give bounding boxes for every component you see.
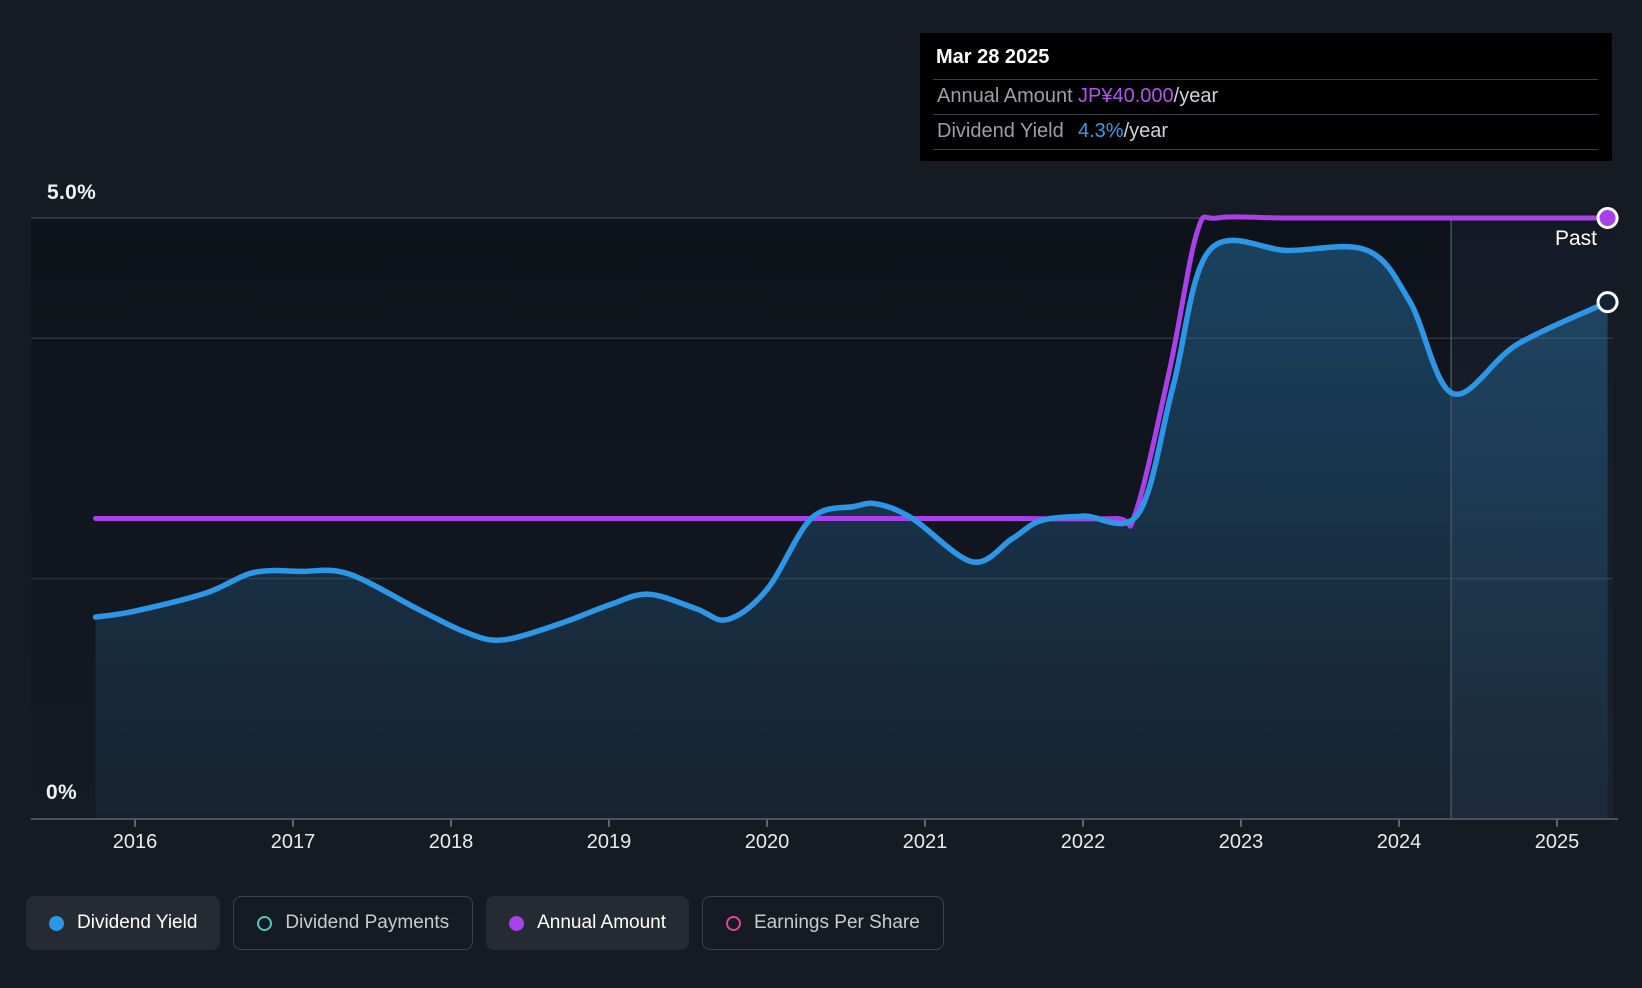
tooltip-row-value: JP¥40.000 [1078, 85, 1174, 107]
dividend-yield-area [95, 240, 1608, 819]
x-tick-label-2023: 2023 [1218, 831, 1264, 853]
x-tick-label-2022: 2022 [1060, 831, 1106, 853]
tooltip: Mar 28 2025 Annual Amount JP¥40.000/year… [920, 33, 1612, 161]
x-tick-label-2016: 2016 [112, 831, 158, 853]
tooltip-row-dividend-yield: Dividend Yield 4.3%/year [920, 115, 1612, 149]
annual-amount-line [93, 214, 1611, 529]
dividend-yield-end-marker[interactable] [1596, 291, 1619, 314]
x-tick-label-2019: 2019 [586, 831, 632, 853]
series-end-markers[interactable] [1596, 207, 1619, 314]
x-axis [31, 818, 1618, 827]
legend-item-dividend-payments[interactable]: Dividend Payments [233, 896, 474, 950]
tooltip-row-suffix: /year [1123, 120, 1169, 142]
past-year-region [1451, 218, 1613, 819]
earnings-per-share-swatch-icon [726, 915, 741, 931]
yield-area-fill [95, 240, 1608, 819]
x-tick-label-2025: 2025 [1534, 831, 1580, 853]
legend-item-earnings-per-share[interactable]: Earnings Per Share [702, 896, 944, 950]
y-axis-label-5: 5.0% [47, 181, 97, 204]
legend-item-dividend-yield[interactable]: Dividend Yield [26, 896, 221, 950]
y-axis-label-0: 0% [46, 781, 77, 804]
tooltip-separator [933, 114, 1598, 115]
legend-item-label: Annual Amount [537, 912, 666, 933]
tooltip-separator [933, 79, 1598, 80]
tooltip-row-annual-amount: Annual Amount JP¥40.000/year [920, 80, 1612, 114]
dividend-yield-line [92, 237, 1611, 644]
past-label: Past [1554, 227, 1597, 250]
legend-item-label: Dividend Yield [77, 912, 198, 933]
tooltip-row-label: Annual Amount [937, 85, 1073, 107]
dividend-yield-swatch-icon [49, 915, 64, 931]
tooltip-row-label: Dividend Yield [937, 120, 1064, 142]
annual-amount-end-marker[interactable] [1596, 207, 1619, 229]
tooltip-separator [933, 149, 1598, 150]
tooltip-row-value: 4.3% [1078, 120, 1124, 142]
legend: Dividend Yield Dividend Payments Annual Am… [26, 896, 944, 950]
legend-item-label: Dividend Payments [285, 912, 450, 933]
legend-item-annual-amount[interactable]: Annual Amount [486, 896, 689, 950]
x-tick-label-2018: 2018 [428, 831, 474, 853]
x-axis-labels: 2016 2017 2018 2019 2020 2021 2022 2023 2024 2025 [0, 831, 1642, 861]
x-tick-label-2020: 2020 [744, 831, 790, 853]
x-tick-label-2024: 2024 [1376, 831, 1422, 853]
tooltip-date: Mar 28 2025 [936, 46, 1050, 68]
dividend-payments-swatch-icon [257, 915, 273, 931]
x-tick-label-2017: 2017 [270, 831, 316, 853]
tooltip-row-suffix: /year [1173, 85, 1219, 107]
series-lines [92, 214, 1611, 644]
annual-amount-swatch-icon [509, 915, 525, 931]
x-tick-label-2021: 2021 [902, 831, 948, 853]
past-year-highlight [1451, 218, 1613, 819]
legend-item-label: Earnings Per Share [754, 912, 920, 933]
